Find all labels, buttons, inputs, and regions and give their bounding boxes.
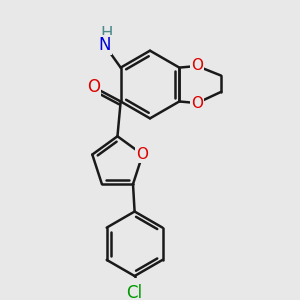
Text: O: O [87, 78, 100, 96]
Text: O: O [191, 96, 203, 111]
Text: O: O [191, 58, 203, 74]
Text: O: O [136, 147, 148, 162]
Text: H: H [100, 25, 113, 43]
Text: N: N [98, 36, 111, 54]
Text: Cl: Cl [127, 284, 143, 300]
